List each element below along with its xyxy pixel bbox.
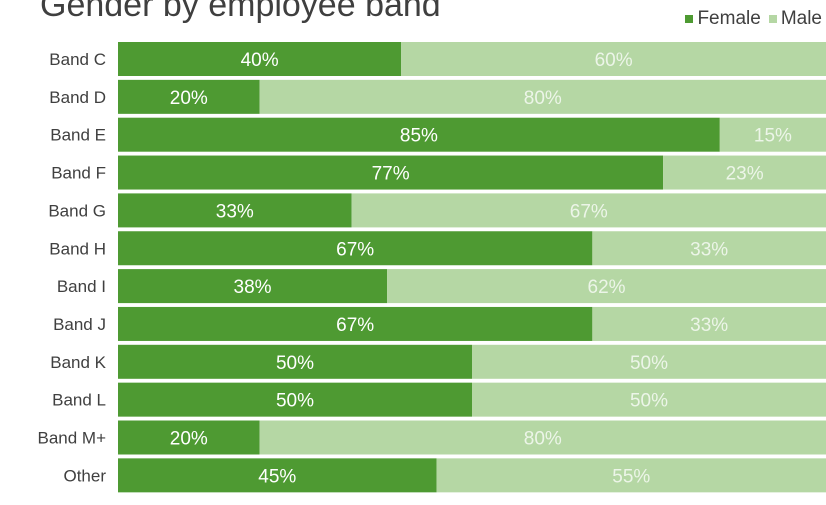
bar-male-band-m xyxy=(259,420,826,455)
data-label-male-band-c: 60% xyxy=(595,50,633,71)
category-label-band-k: Band K xyxy=(50,353,106,372)
data-label-female-band-i: 38% xyxy=(234,277,272,298)
category-label-band-j: Band J xyxy=(53,315,106,334)
bar-female-other xyxy=(118,458,437,493)
category-label-other: Other xyxy=(63,466,106,485)
data-label-male-band-g: 67% xyxy=(570,201,608,222)
data-label-female-band-j: 67% xyxy=(336,315,374,336)
bar-male-band-f xyxy=(663,155,826,190)
category-label-band-i: Band I xyxy=(57,277,106,296)
data-label-male-band-j: 33% xyxy=(690,315,728,336)
data-label-female-band-k: 50% xyxy=(276,353,314,374)
bar-female-band-m xyxy=(118,420,260,455)
data-label-female-band-l: 50% xyxy=(276,391,314,412)
legend-swatch-female xyxy=(685,15,694,23)
bar-male-band-j xyxy=(592,306,826,341)
data-label-male-band-e: 15% xyxy=(754,126,792,147)
legend-label-female: Female xyxy=(697,8,761,29)
data-label-male-band-m: 80% xyxy=(524,429,562,450)
category-label-band-d: Band D xyxy=(49,88,106,107)
category-label-band-c: Band C xyxy=(49,50,106,69)
data-label-female-band-d: 20% xyxy=(170,88,208,109)
category-label-band-h: Band H xyxy=(49,239,106,258)
bar-male-other xyxy=(436,458,826,493)
bar-male-band-g xyxy=(351,193,826,228)
data-label-male-band-f: 23% xyxy=(726,164,764,185)
category-label-band-e: Band E xyxy=(50,126,106,145)
category-label-band-l: Band L xyxy=(52,391,106,410)
data-label-female-band-h: 67% xyxy=(336,239,374,260)
data-label-female-band-e: 85% xyxy=(400,126,438,147)
bar-female-band-j xyxy=(118,306,593,341)
bar-female-band-l xyxy=(118,382,472,417)
chart-legend: Female Male xyxy=(685,8,822,30)
data-label-male-band-l: 50% xyxy=(630,391,668,412)
bar-female-band-g xyxy=(118,193,352,228)
data-label-male-band-k: 50% xyxy=(630,353,668,374)
data-label-male-band-h: 33% xyxy=(690,239,728,260)
bar-female-band-f xyxy=(118,155,664,190)
category-label-band-m: Band M+ xyxy=(37,429,106,448)
bar-female-band-d xyxy=(118,79,260,114)
legend-label-male: Male xyxy=(780,8,822,29)
bar-male-band-k xyxy=(472,344,826,379)
bar-female-band-k xyxy=(118,344,472,379)
category-label-band-f: Band F xyxy=(51,164,106,183)
legend-swatch-male xyxy=(768,15,777,23)
data-label-female-band-m: 20% xyxy=(170,429,208,450)
bar-female-band-e xyxy=(118,117,720,152)
data-label-female-band-c: 40% xyxy=(241,50,279,71)
chart-title: Gender by employee band xyxy=(40,0,441,24)
bar-female-band-h xyxy=(118,231,593,266)
data-label-male-other: 55% xyxy=(612,466,650,487)
bar-female-band-c xyxy=(118,42,402,76)
bar-male-band-l xyxy=(472,382,826,417)
legend-item-female: Female xyxy=(685,8,761,30)
category-label-band-g: Band G xyxy=(48,201,106,220)
bar-male-band-h xyxy=(592,231,826,266)
data-label-male-band-d: 80% xyxy=(524,88,562,109)
bar-male-band-e xyxy=(719,117,826,152)
bar-male-band-c xyxy=(401,42,826,76)
data-label-female-other: 45% xyxy=(258,466,296,487)
bar-male-band-d xyxy=(259,79,826,114)
bar-male-band-i xyxy=(387,269,826,304)
legend-item-male: Male xyxy=(768,8,822,30)
bar-female-band-i xyxy=(118,269,388,304)
data-label-female-band-f: 77% xyxy=(372,164,410,185)
data-label-female-band-g: 33% xyxy=(216,201,254,222)
data-label-male-band-i: 62% xyxy=(588,277,626,298)
